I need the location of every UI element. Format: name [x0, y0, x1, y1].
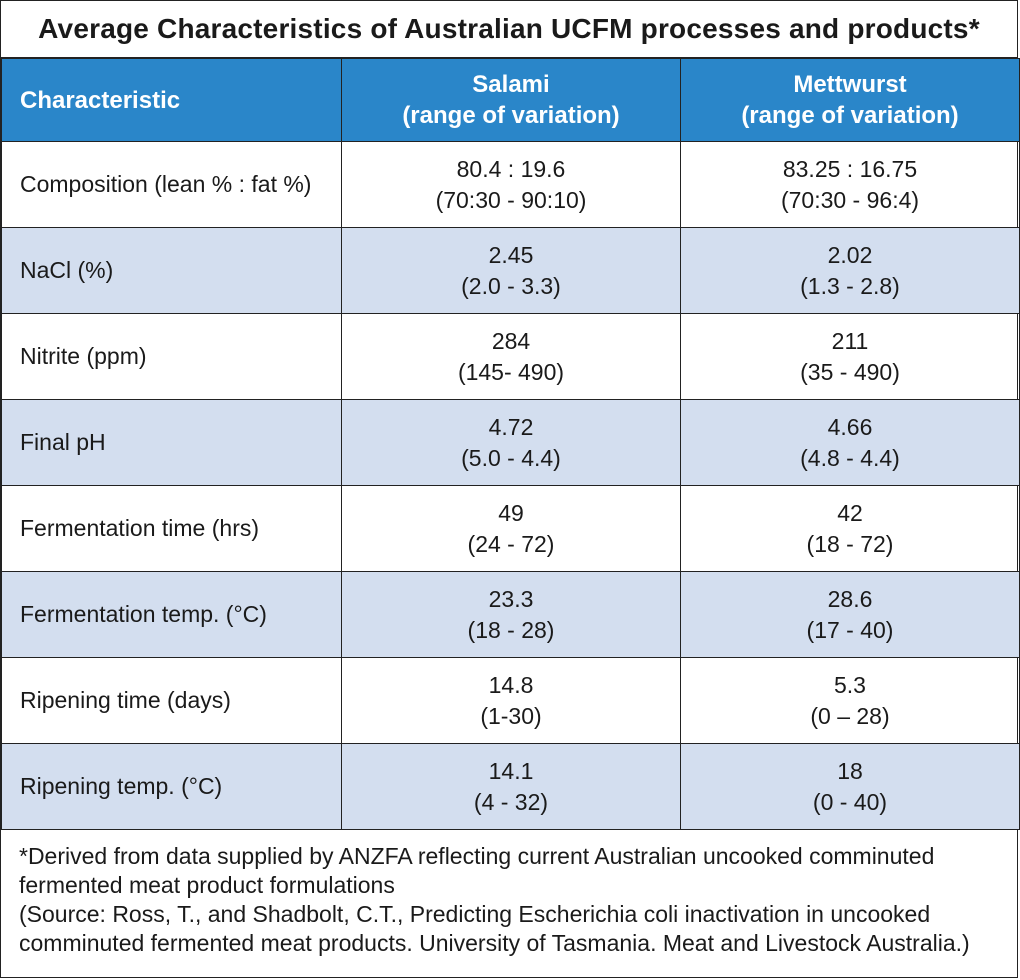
characteristics-table: Characteristic Salami (range of variatio… [1, 58, 1020, 830]
mettwurst-cell: 2.02 (1.3 - 2.8) [680, 227, 1020, 314]
table-row: Nitrite (ppm) 284 (145- 490) 211 (35 - 490) [1, 313, 1020, 400]
row-label: Ripening time (days) [1, 657, 342, 744]
salami-cell: 284 (145- 490) [341, 313, 681, 400]
salami-average-value: 2.45 [488, 241, 534, 268]
mettwurst-range-value: (17 - 40) [806, 616, 894, 643]
salami-average-value: 14.1 [488, 757, 534, 784]
salami-cell: 14.8 (1-30) [341, 657, 681, 744]
footnote-line: fermented meat product formulations [19, 872, 395, 898]
table-row: NaCl (%) 2.45 (2.0 - 3.3) 2.02 (1.3 - 2.8) [1, 227, 1020, 314]
mettwurst-average-value: 5.3 [834, 671, 866, 698]
header-mettwurst: Mettwurst (range of variation) [680, 58, 1020, 142]
mettwurst-cell: 211 (35 - 490) [680, 313, 1020, 400]
mettwurst-range-value: (35 - 490) [800, 358, 900, 385]
table-title: Average Characteristics of Australian UC… [1, 1, 1017, 58]
salami-average-value: 14.8 [488, 671, 534, 698]
row-label: Fermentation time (hrs) [1, 485, 342, 572]
mettwurst-average-value: 28.6 [827, 585, 873, 612]
mettwurst-range-value: (70:30 - 96:4) [780, 186, 920, 213]
row-label: Composition (lean % : fat %) [1, 141, 342, 228]
header-mettwurst-name: Mettwurst [793, 71, 907, 98]
header-salami-range-note: (range of variation) [402, 102, 620, 129]
mettwurst-average-value: 83.25 : 16.75 [782, 155, 918, 182]
salami-range-value: (18 - 28) [467, 616, 555, 643]
mettwurst-range-value: (0 – 28) [810, 702, 890, 729]
mettwurst-cell: 4.66 (4.8 - 4.4) [680, 399, 1020, 486]
footnote-source-line: (Source: Ross, T., and Shadbolt, C.T., P… [19, 901, 931, 927]
salami-cell: 80.4 : 19.6 (70:30 - 90:10) [341, 141, 681, 228]
header-characteristic-label: Characteristic [20, 86, 181, 114]
row-label: Nitrite (ppm) [1, 313, 342, 400]
salami-cell: 23.3 (18 - 28) [341, 571, 681, 658]
mettwurst-cell: 83.25 : 16.75 (70:30 - 96:4) [680, 141, 1020, 228]
table-row: Fermentation time (hrs) 49 (24 - 72) 42 (18 … [1, 485, 1020, 572]
salami-range-value: (24 - 72) [467, 530, 555, 557]
mettwurst-average-value: 42 [837, 499, 863, 526]
footnote-source-line: comminuted fermented meat products. Univ… [19, 930, 970, 956]
salami-range-value: (4 - 32) [473, 788, 549, 815]
mettwurst-range-value: (0 - 40) [812, 788, 888, 815]
mettwurst-range-value: (18 - 72) [806, 530, 894, 557]
salami-range-value: (70:30 - 90:10) [435, 186, 587, 213]
header-mettwurst-range-note: (range of variation) [741, 102, 959, 129]
mettwurst-cell: 42 (18 - 72) [680, 485, 1020, 572]
salami-average-value: 49 [498, 499, 524, 526]
salami-average-value: 4.72 [488, 413, 534, 440]
salami-range-value: (145- 490) [457, 358, 565, 385]
row-label: NaCl (%) [1, 227, 342, 314]
salami-range-value: (5.0 - 4.4) [461, 444, 561, 471]
footnote: *Derived from data supplied by ANZFA ref… [1, 830, 1017, 958]
row-label: Final pH [1, 399, 342, 486]
salami-average-value: 23.3 [488, 585, 534, 612]
salami-cell: 14.1 (4 - 32) [341, 743, 681, 830]
mettwurst-average-value: 2.02 [827, 241, 873, 268]
table-row: Final pH 4.72 (5.0 - 4.4) 4.66 (4.8 - 4.4) [1, 399, 1020, 486]
salami-cell: 49 (24 - 72) [341, 485, 681, 572]
mettwurst-cell: 18 (0 - 40) [680, 743, 1020, 830]
mettwurst-cell: 5.3 (0 – 28) [680, 657, 1020, 744]
row-label: Fermentation temp. (°C) [1, 571, 342, 658]
mettwurst-range-value: (4.8 - 4.4) [800, 444, 900, 471]
header-salami-name: Salami [472, 71, 550, 98]
mettwurst-average-value: 211 [831, 327, 869, 354]
table-row: Ripening time (days) 14.8 (1-30) 5.3 (0 – 28… [1, 657, 1020, 744]
mettwurst-average-value: 4.66 [827, 413, 873, 440]
mettwurst-average-value: 18 [837, 757, 863, 784]
header-characteristic: Characteristic [1, 58, 342, 142]
salami-average-value: 80.4 : 19.6 [456, 155, 566, 182]
header-row: Characteristic Salami (range of variatio… [1, 58, 1020, 142]
salami-range-value: (1-30) [480, 702, 542, 729]
row-label: Ripening temp. (°C) [1, 743, 342, 830]
header-salami: Salami (range of variation) [341, 58, 681, 142]
table-row: Composition (lean % : fat %) 80.4 : 19.6 (… [1, 141, 1020, 228]
salami-range-value: (2.0 - 3.3) [461, 272, 561, 299]
salami-cell: 2.45 (2.0 - 3.3) [341, 227, 681, 314]
table-row: Ripening temp. (°C) 14.1 (4 - 32) 18 (0 - 40… [1, 743, 1020, 830]
footnote-line: *Derived from data supplied by ANZFA ref… [19, 843, 935, 869]
mettwurst-cell: 28.6 (17 - 40) [680, 571, 1020, 658]
table-row: Fermentation temp. (°C) 23.3 (18 - 28) 28.6… [1, 571, 1020, 658]
mettwurst-range-value: (1.3 - 2.8) [800, 272, 900, 299]
salami-average-value: 284 [491, 327, 531, 354]
salami-cell: 4.72 (5.0 - 4.4) [341, 399, 681, 486]
